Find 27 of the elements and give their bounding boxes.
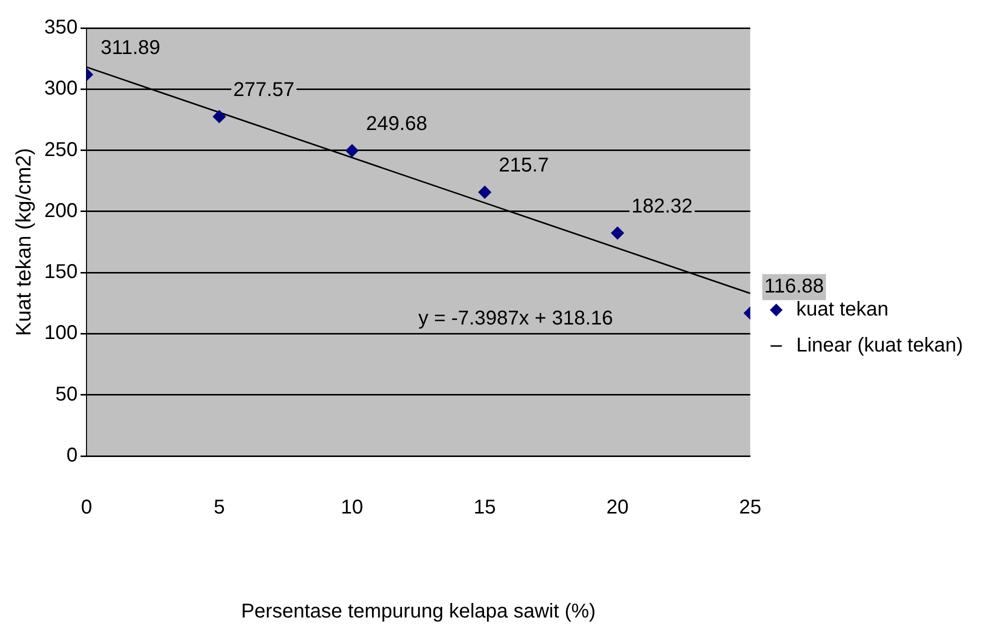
x-tick-label: 20 [606,496,629,519]
y-tick-label: 50 [55,383,78,406]
y-tick-label: 350 [44,16,78,39]
annotation: y = -7.3987x + 318.16 [418,308,613,330]
data-label: 116.88 [764,276,824,298]
x-tick-label: 10 [340,496,364,519]
point [346,144,359,158]
y-tick-label: 100 [44,322,78,344]
y-tick-label: 150 [44,261,78,284]
y-tick-label: 300 [44,78,78,100]
x-tick-label: 0 [81,496,92,519]
data-label: 249.68 [366,113,428,136]
x-tick-label: 15 [474,496,496,519]
data-label: 215.7 [498,154,549,177]
x-tick-label: 5 [214,496,225,519]
legend-label: kuat tekan [796,298,889,321]
y-axis-title: Kuat tekan (kg/cm2) [12,148,36,336]
data-label: 182.32 [632,196,693,218]
x-axis-title: Persentase tempurung kelapa sawit (%) [241,600,596,623]
data-label: 277.57 [233,79,294,102]
data-label: 311.89 [100,37,160,60]
point [478,186,492,199]
y-tick-label: 0 [66,444,78,467]
legend-label: Linear (kuat tekan) [796,334,964,357]
y-tick-label: 200 [44,200,78,222]
x-tick-label: 25 [739,496,762,519]
y-tick-label: 250 [44,138,78,161]
